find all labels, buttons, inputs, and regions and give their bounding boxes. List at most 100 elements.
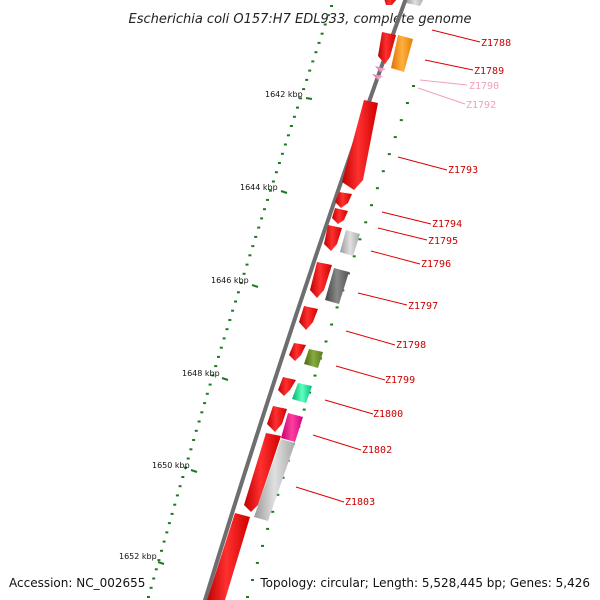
tick-mark	[160, 549, 163, 552]
tick-mark	[255, 561, 259, 564]
tick-mark	[271, 180, 275, 183]
tick-mark	[266, 198, 269, 201]
tick-mark	[320, 32, 324, 35]
tick-mark	[266, 527, 270, 530]
gene-arrow	[207, 513, 250, 600]
tick-mark	[251, 245, 255, 248]
tick-mark	[189, 448, 193, 451]
tick-mark	[260, 217, 264, 220]
gene-label-z1803: Z1803	[345, 497, 375, 508]
gene-arrow	[332, 208, 348, 224]
gene-label-z1802: Z1802	[362, 445, 392, 456]
tick-mark	[364, 221, 368, 224]
tick-mark	[399, 119, 403, 122]
tick-mark	[314, 51, 318, 54]
tick-mark	[405, 102, 409, 104]
tick-mark	[245, 263, 249, 266]
tick-mark	[393, 136, 397, 139]
tick-mark	[184, 466, 187, 469]
tick-mark	[261, 544, 264, 547]
tick-mark	[387, 153, 391, 156]
tick-mark	[330, 5, 333, 7]
tick-mark	[276, 493, 280, 496]
accession-text: Accession: NC_002655	[9, 576, 146, 590]
gene-label-z1788: Z1788	[481, 38, 511, 49]
tick-mark	[248, 254, 252, 257]
kbp-label-1652: 1652 kbp	[119, 552, 157, 561]
tick-mark	[281, 476, 285, 479]
gene-label-z1794: Z1794	[432, 219, 462, 230]
tick-mark	[323, 23, 327, 26]
tick-mark	[239, 282, 243, 284]
tick-mark	[200, 411, 204, 414]
tick-mark	[192, 439, 196, 441]
tick-mark	[381, 170, 385, 173]
gene-track-inner	[207, 0, 397, 600]
kbp-label-1644: 1644 kbp	[240, 183, 278, 192]
tick-mark	[167, 522, 171, 525]
gene-arrow-z1793	[342, 100, 378, 190]
gene-label-z1790: Z1790	[469, 81, 499, 92]
tick-mark	[203, 402, 207, 405]
gene-label-z1798: Z1798	[396, 340, 426, 351]
tick-mark	[208, 383, 212, 386]
tick-mark	[352, 255, 356, 258]
tick-mark	[154, 568, 158, 571]
gene-label-z1797: Z1797	[408, 301, 438, 312]
inner-tick-ring	[246, 85, 415, 598]
gene-feature-z1792	[372, 74, 383, 80]
tick-mark	[358, 238, 362, 241]
tick-mark	[296, 106, 299, 109]
tick-mark	[228, 319, 232, 321]
gene-label-z1795: Z1795	[428, 236, 458, 247]
gene-feature-z1796	[340, 230, 360, 256]
tick-mark	[375, 187, 379, 190]
tick-mark	[268, 189, 272, 192]
tick-mark	[149, 586, 153, 589]
tick-mark	[234, 300, 237, 303]
tick-mark	[165, 531, 169, 534]
kbp-tick-1642	[305, 97, 313, 100]
gene-feature-z1789	[391, 35, 413, 72]
tick-mark	[157, 559, 161, 562]
gene-arrow-z1797	[310, 262, 332, 298]
tick-mark	[335, 306, 339, 309]
tick-mark	[181, 476, 185, 478]
gene-track-outer	[254, 0, 423, 521]
gene-feature-grey	[406, 0, 423, 6]
tick-mark	[186, 457, 190, 460]
tick-mark	[326, 14, 330, 17]
gene-feature-z1803	[254, 439, 295, 521]
genome-summary-text: Topology: circular; Length: 5,528,445 bp…	[260, 576, 590, 590]
tick-mark	[194, 429, 198, 432]
tick-mark	[257, 226, 261, 229]
gene-label-z1796: Z1796	[421, 259, 451, 270]
kbp-tick-1652	[157, 561, 165, 565]
tick-mark	[324, 340, 328, 343]
gene-feature-z1802	[281, 413, 303, 442]
tick-mark	[305, 78, 309, 81]
tick-mark	[308, 69, 312, 72]
gene-feature-z1790	[375, 66, 386, 72]
tick-mark	[251, 579, 254, 581]
tick-mark	[222, 337, 226, 340]
tick-mark	[242, 272, 246, 275]
tick-mark	[313, 374, 317, 377]
tick-mark	[147, 596, 150, 598]
tick-mark	[225, 328, 229, 331]
kbp-label-1642: 1642 kbp	[265, 90, 303, 99]
gene-arrow-z1798	[299, 306, 318, 330]
tick-mark	[214, 365, 218, 368]
gene-label-z1799: Z1799	[385, 375, 415, 386]
map-title: Escherichia coli O157:H7 EDL933, complet…	[129, 12, 472, 27]
tick-mark	[277, 162, 281, 164]
tick-mark	[292, 115, 296, 118]
genome-backbone	[202, 0, 408, 600]
gene-label-z1793: Z1793	[448, 165, 478, 176]
tick-mark	[254, 235, 258, 238]
tick-mark	[302, 88, 306, 91]
gene-arrow-z1802	[244, 433, 281, 512]
tick-mark	[162, 540, 166, 543]
gene-feature-z1797	[325, 268, 349, 304]
